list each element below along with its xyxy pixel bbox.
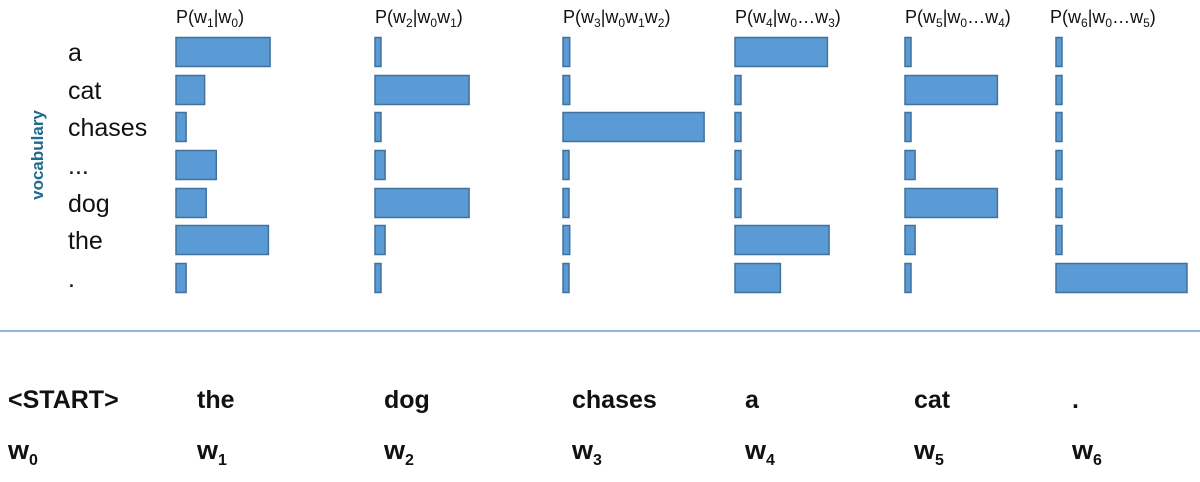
prob-bar (562, 262, 570, 294)
vocab-word: a (68, 39, 82, 67)
position-label: w0 (7, 435, 38, 469)
prob-bar (374, 111, 382, 143)
position-label: w2 (383, 435, 414, 469)
vocabulary-list: a cat chases... dog the. (68, 39, 147, 293)
vocab-word: . (68, 265, 75, 293)
prob-bar (562, 74, 571, 106)
prob-bar (562, 187, 570, 219)
prob-bar (904, 262, 912, 294)
prob-bar (1055, 149, 1063, 181)
prob-bar (734, 224, 830, 256)
prob-bar (374, 187, 470, 219)
prob-bar (562, 111, 705, 143)
prob-bar (734, 149, 742, 181)
prob-bar (1055, 111, 1063, 143)
prob-bar (1055, 36, 1063, 68)
prob-bar (904, 149, 916, 181)
prob-bar (734, 262, 782, 294)
token-word: cat (914, 386, 951, 414)
prob-bar (1055, 262, 1188, 294)
prob-bar (562, 149, 570, 181)
token-word: <START> (8, 386, 119, 414)
prob-bar (175, 149, 218, 181)
prob-bar (175, 74, 206, 106)
prob-bar (175, 262, 187, 294)
prob-bar (904, 74, 999, 106)
prob-bar (904, 224, 916, 256)
prob-bar (734, 187, 742, 219)
prob-bar (374, 74, 470, 106)
token-sequence: <START> the dog chases a cat. (8, 386, 1079, 414)
prob-bar (1055, 187, 1063, 219)
prob-bar (904, 36, 912, 68)
position-label: w4 (744, 435, 775, 469)
vocab-word: cat (68, 77, 101, 105)
position-label: w1 (196, 435, 227, 469)
vocab-word: chases (68, 114, 147, 142)
prob-bar (374, 262, 382, 294)
prob-bar (734, 36, 829, 68)
prob-bar (175, 187, 207, 219)
token-word: . (1072, 386, 1079, 414)
vocab-word: dog (68, 190, 110, 218)
prob-bar (1055, 74, 1063, 106)
prob-bar (1055, 224, 1063, 256)
prob-bar (734, 74, 742, 106)
distribution-title: P(w4|w0…w3) (735, 7, 841, 30)
prob-bar (904, 111, 912, 143)
prob-bar (175, 111, 187, 143)
vocab-word: the (68, 227, 103, 255)
distribution-title: P(w5|w0…w4) (905, 7, 1011, 30)
vocabulary-axis-label: vocabulary (28, 110, 47, 200)
probability-bars (175, 36, 1188, 294)
token-word: a (745, 386, 760, 414)
token-word: chases (572, 386, 657, 414)
vocab-word: ... (68, 152, 89, 180)
token-word: the (197, 386, 235, 414)
prob-bar (175, 36, 271, 68)
prob-bar (374, 149, 386, 181)
distribution-title: P(w6|w0…w5) (1050, 7, 1156, 30)
prob-bar (904, 187, 999, 219)
prob-bar (374, 36, 382, 68)
distribution-title: P(w2|w0w1) (375, 7, 463, 30)
prob-bar (734, 111, 742, 143)
position-labels: w0 w1 w2 w3 w4 w5 w6 (7, 435, 1102, 469)
distribution-titles: P(w1|w0) P(w2|w0w1) P(w3|w0w1w2) P(w4|w0…w3… (176, 7, 1156, 30)
token-word: dog (384, 386, 430, 414)
prob-bar (175, 224, 270, 256)
distribution-title: P(w3|w0w1w2) (563, 7, 670, 30)
prob-bar (562, 36, 571, 68)
position-label: w3 (571, 435, 602, 469)
position-label: w6 (1071, 435, 1102, 469)
prob-bar (562, 224, 571, 256)
position-label: w5 (913, 435, 944, 469)
prob-bar (374, 224, 386, 256)
distribution-title: P(w1|w0) (176, 7, 244, 30)
